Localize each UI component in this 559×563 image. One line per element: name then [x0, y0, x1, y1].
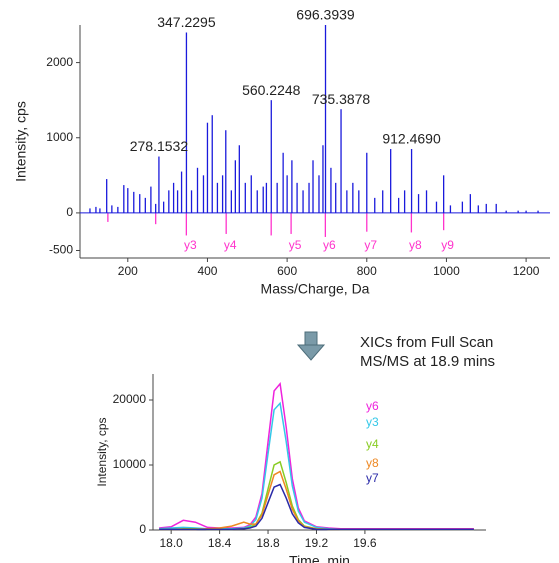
x-tick-label: 400 — [197, 264, 217, 278]
x-tick-label: 1200 — [513, 264, 540, 278]
y-tick-label: 2000 — [46, 55, 73, 69]
ion-label: y6 — [323, 238, 336, 252]
y-axis-label: Intensity, cps — [13, 101, 29, 182]
xic-line — [159, 483, 474, 531]
xic-line — [159, 460, 474, 531]
note: XICs from Full Scan — [360, 334, 493, 351]
legend-entry: y7 — [366, 471, 379, 485]
x-tick-label: 19.2 — [305, 536, 329, 550]
y-tick-label: -500 — [49, 243, 73, 257]
y-axis-label: Intensity, cps — [95, 417, 109, 486]
legend-entry: y4 — [366, 437, 379, 451]
ion-label: y9 — [441, 238, 454, 252]
ion-label: y5 — [289, 238, 302, 252]
peak-annotation: 560.2248 — [242, 82, 301, 98]
peak-annotation: 912.4690 — [382, 131, 441, 147]
arrow — [296, 331, 326, 361]
x-tick-label: 18.4 — [208, 536, 232, 550]
peak-annotation: 347.2295 — [157, 14, 216, 30]
y-tick-label: 0 — [139, 522, 146, 536]
peak-annotation: 735.3878 — [312, 91, 371, 107]
y-tick-label: 0 — [66, 205, 73, 219]
legend-entry: y6 — [366, 399, 379, 413]
legend-entry: y3 — [366, 415, 379, 429]
y-tick-label: 1000 — [46, 130, 73, 144]
ion-label: y4 — [224, 238, 237, 252]
y-tick-label: 10000 — [113, 457, 147, 471]
x-axis-label: Time, min — [289, 553, 350, 563]
peak-annotation: 278.1532 — [130, 138, 189, 154]
ion-label: y3 — [184, 238, 197, 252]
x-tick-label: 18.0 — [159, 536, 183, 550]
x-tick-label: 600 — [277, 264, 297, 278]
ion-label: y8 — [409, 238, 422, 252]
note: MS/MS at 18.9 mins — [360, 353, 495, 370]
x-tick-label: 18.8 — [256, 536, 280, 550]
x-axis-label: Mass/Charge, Da — [261, 281, 370, 297]
x-tick-label: 19.6 — [353, 536, 377, 550]
x-tick-label: 200 — [118, 264, 138, 278]
x-tick-label: 800 — [357, 264, 377, 278]
xic-line — [159, 382, 474, 530]
peak-annotation: 696.3939 — [296, 7, 355, 23]
legend-entry: y8 — [366, 456, 379, 470]
xic-line — [159, 470, 474, 531]
ion-label: y7 — [364, 238, 377, 252]
x-tick-label: 1000 — [433, 264, 460, 278]
y-tick-label: 20000 — [113, 392, 147, 406]
xic-line — [159, 401, 474, 531]
